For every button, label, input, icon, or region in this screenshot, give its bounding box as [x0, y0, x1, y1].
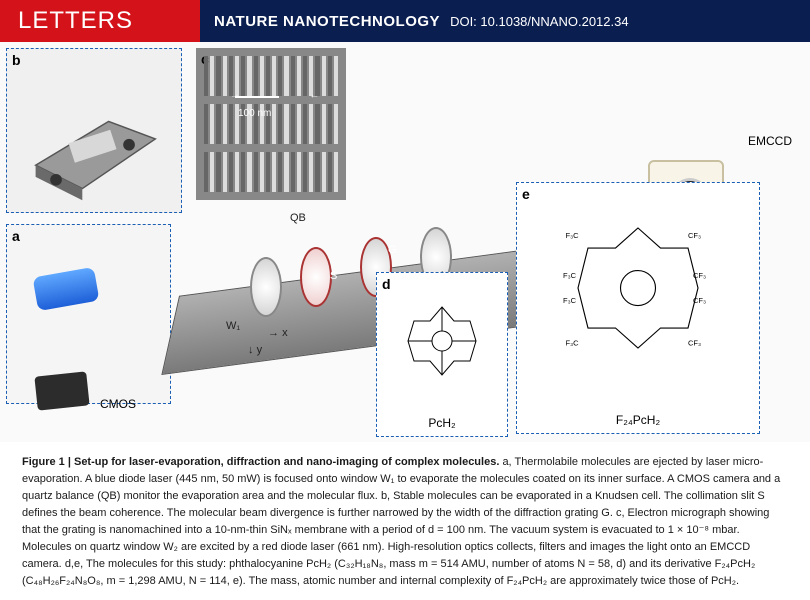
svg-text:CF₃: CF₃ [693, 296, 706, 305]
annot-qb: QB [290, 212, 306, 224]
svg-text:CF₃: CF₃ [688, 231, 701, 240]
annot-w1: W₁ [226, 320, 240, 332]
cmos-label: CMOS [100, 397, 136, 411]
grating-scale-text: 100 nm [238, 108, 271, 119]
annot-axis-x: → x [268, 327, 288, 339]
panel-e-molecule: e F₃C CF₃ F₃C CF₃ F₃C CF₃ F₃C CF₃ F₂₄PcH₂ [516, 182, 760, 434]
caption-title: Figure 1 | Set-up for laser-evaporation,… [22, 456, 499, 468]
svg-text:F₃C: F₃C [563, 296, 577, 305]
pch2-structure-icon [402, 301, 482, 381]
annot-s: S [330, 270, 337, 282]
journal-bar: NATURE NANOTECHNOLOGY DOI: 10.1038/NNANO… [200, 0, 810, 42]
doi-value: 10.1038/NNANO.2012.34 [480, 14, 628, 29]
emccd-label: EMCCD [748, 134, 792, 148]
f24pch2-label: F₂₄PcH₂ [616, 413, 660, 427]
panel-d-molecule: d PcH₂ [376, 272, 508, 437]
panel-b-label: b [12, 52, 21, 68]
svg-text:CF₃: CF₃ [693, 271, 706, 280]
journal-name: NATURE NANOTECHNOLOGY [214, 13, 440, 30]
cmos-camera [34, 371, 89, 410]
page-header: LETTERS NATURE NANOTECHNOLOGY DOI: 10.10… [0, 0, 810, 42]
lens-1 [250, 257, 282, 317]
pch2-label: PcH₂ [428, 416, 455, 430]
doi-text: DOI: 10.1038/NNANO.2012.34 [450, 14, 629, 29]
panel-a-label: a [12, 228, 20, 244]
f24pch2-structure-icon: F₃C CF₃ F₃C CF₃ F₃C CF₃ F₃C CF₃ [563, 213, 713, 363]
grating-scale-bar: →← 100 nm [238, 108, 271, 119]
annot-g: G [388, 244, 397, 256]
annot-axis-y: ↓ y [248, 344, 262, 356]
panel-e-label: e [522, 186, 530, 202]
slit-s [300, 247, 332, 307]
figure-1: b c →← 100 nm a [0, 42, 810, 442]
figure-caption: Figure 1 | Set-up for laser-evaporation,… [0, 442, 810, 600]
caption-de: d,e, The molecules for this study: phtha… [22, 558, 755, 587]
svg-text:F₃C: F₃C [566, 339, 580, 348]
svg-text:CF₃: CF₃ [688, 339, 701, 348]
svg-text:F₃C: F₃C [563, 271, 577, 280]
svg-text:F₃C: F₃C [566, 231, 580, 240]
panel-d-label: d [382, 276, 391, 292]
doi-prefix: DOI: [450, 14, 477, 29]
section-tag: LETTERS [0, 0, 200, 42]
